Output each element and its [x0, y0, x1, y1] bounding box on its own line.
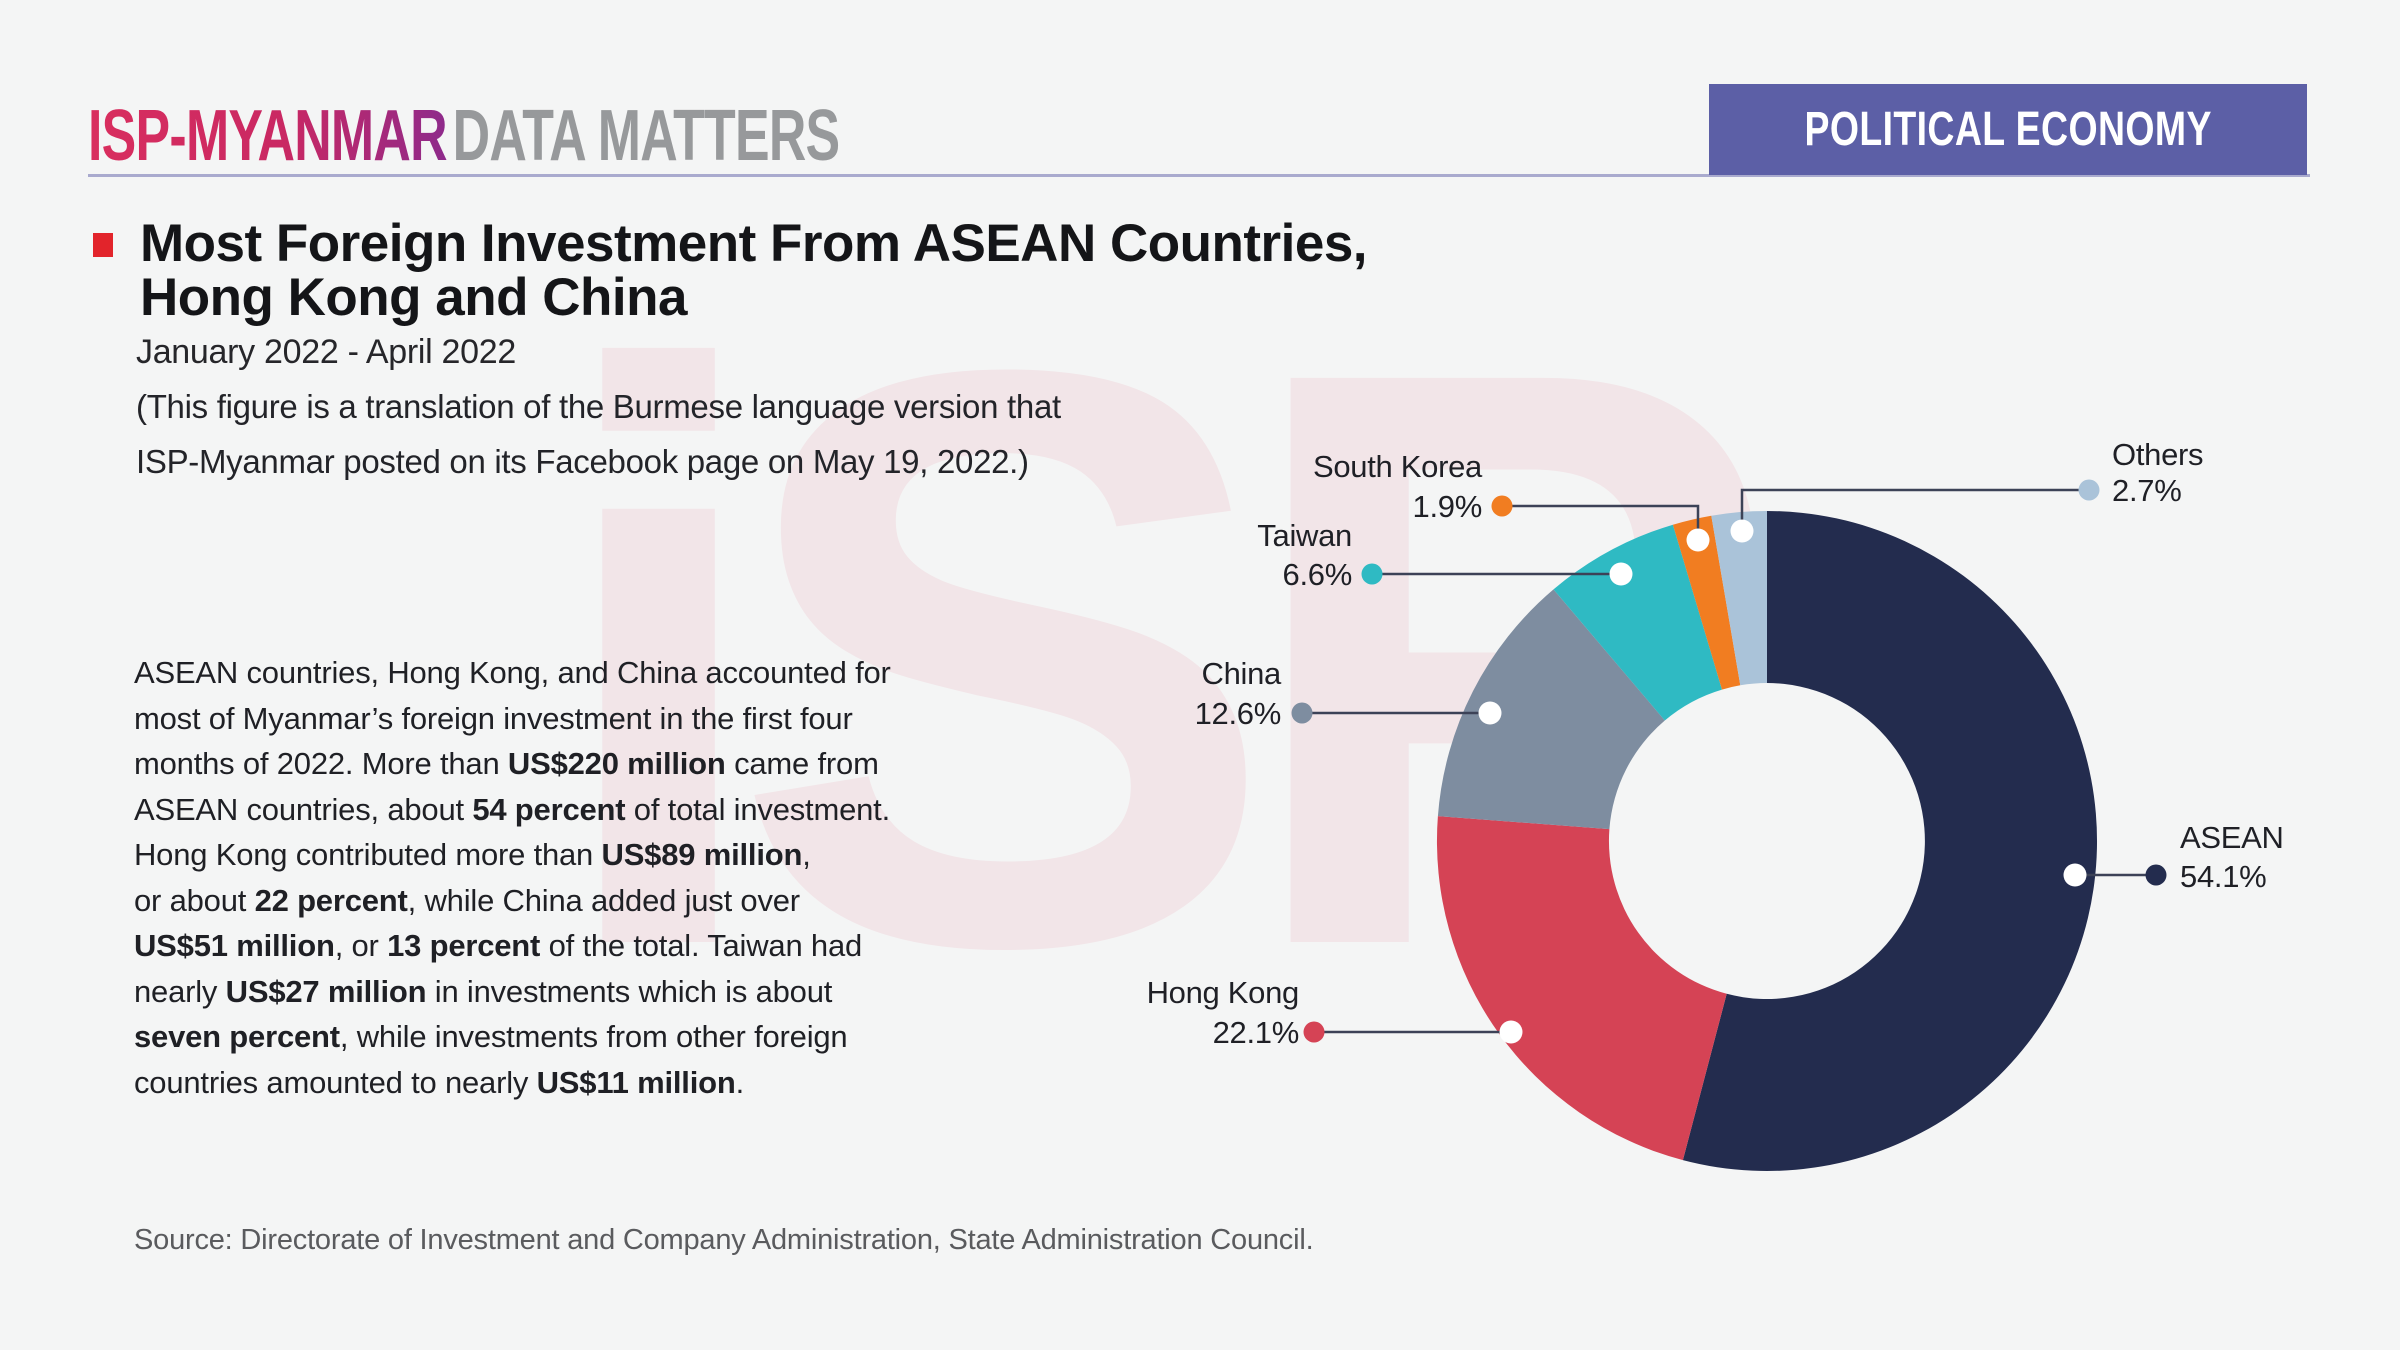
callout-value-china: 12.6% — [1195, 696, 1281, 731]
callout-label-south-korea: South Korea — [1313, 449, 1483, 484]
source-note: Source: Directorate of Investment and Co… — [134, 1224, 1314, 1256]
callout-value-asean: 54.1% — [2180, 859, 2266, 894]
callout-label-others: Others — [2112, 437, 2203, 472]
paragraph-line: or about 22 percent, while China added j… — [134, 882, 800, 918]
callout-line-others — [1740, 488, 2085, 531]
period-subtitle: January 2022 - April 2022 — [136, 333, 516, 371]
callout-label-hong-kong: Hong Kong — [1147, 975, 1299, 1010]
callout-label-china: China — [1202, 656, 1283, 691]
title-line-1: Most Foreign Investment From ASEAN Count… — [140, 214, 1368, 273]
callout-value-hong-kong: 22.1% — [1213, 1015, 1299, 1050]
body-paragraph: ASEAN countries, Hong Kong, and China ac… — [134, 650, 891, 1105]
donut-segment-others — [1711, 510, 1767, 686]
segment-marker-dot-china — [1478, 701, 1502, 725]
callout-label-asean: ASEAN — [2180, 820, 2284, 855]
legend-dot-china — [1291, 702, 1313, 724]
callout-label-taiwan: Taiwan — [1257, 518, 1352, 553]
logo-isp-myanmar: ISP-MYANMAR — [88, 96, 448, 176]
translation-note-line-1: (This figure is a translation of the Bur… — [136, 388, 1061, 425]
segment-marker-dot-others — [1730, 519, 1754, 543]
legend-dot-taiwan — [1361, 563, 1383, 585]
legend-dot-hong-kong — [1303, 1021, 1325, 1043]
segment-marker-dot-south-korea — [1686, 528, 1710, 552]
segment-marker-dot-taiwan — [1609, 562, 1633, 586]
paragraph-line: ASEAN countries, about 54 percent of tot… — [134, 791, 890, 827]
legend-dot-south-korea — [1491, 495, 1513, 517]
paragraph-line: countries amounted to nearly US$11 milli… — [134, 1064, 745, 1100]
legend-dot-asean — [2145, 864, 2167, 886]
page-title: Most Foreign Investment From ASEAN Count… — [140, 214, 1368, 327]
paragraph-line: US$51 million, or 13 percent of the tota… — [134, 928, 863, 963]
paragraph-line: Hong Kong contributed more than US$89 mi… — [134, 837, 811, 872]
brand-logo: ISP-MYANMARDATA MATTERS — [88, 100, 840, 172]
paragraph-line: months of 2022. More than US$220 million… — [134, 746, 879, 781]
callout-value-taiwan: 6.6% — [1283, 557, 1352, 592]
segment-marker-dot-asean — [2063, 863, 2087, 887]
callout-value-others: 2.7% — [2112, 473, 2181, 508]
header-divider — [88, 174, 2310, 177]
translation-note: (This figure is a translation of the Bur… — [136, 379, 1061, 489]
donut-segment-china — [1437, 589, 1665, 830]
category-banner: POLITICAL ECONOMY — [1709, 84, 2307, 175]
translation-note-line-2: ISP-Myanmar posted on its Facebook page … — [136, 443, 1029, 480]
category-banner-label: POLITICAL ECONOMY — [1804, 103, 2212, 156]
title-bullet — [93, 233, 113, 257]
legend-dot-others — [2078, 479, 2100, 501]
paragraph-line: seven percent, while investments from ot… — [134, 1019, 848, 1054]
paragraph-line: most of Myanmar’s foreign investment in … — [134, 700, 853, 736]
paragraph-line: ASEAN countries, Hong Kong, and China ac… — [134, 655, 891, 690]
donut-segment-south-korea — [1672, 515, 1741, 690]
callout-value-south-korea: 1.9% — [1413, 489, 1482, 524]
logo-data-matters: DATA MATTERS — [452, 96, 841, 176]
donut-segment-asean — [1682, 511, 2098, 1171]
segment-marker-dot-hong-kong — [1499, 1020, 1523, 1044]
paragraph-line: nearly US$27 million in investments whic… — [134, 973, 833, 1009]
title-line-2: Hong Kong and China — [140, 268, 687, 327]
donut-segment-hong-kong — [1436, 816, 1727, 1161]
